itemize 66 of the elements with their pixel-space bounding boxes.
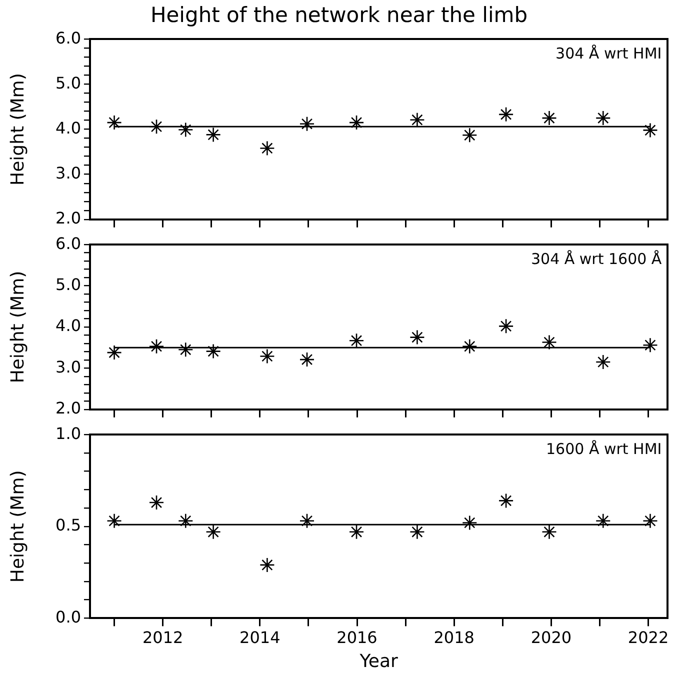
point: [542, 524, 557, 540]
point: [498, 493, 514, 508]
point: [148, 494, 164, 510]
y-tick-label: 0.0: [56, 607, 81, 626]
point: [299, 513, 315, 529]
point: [299, 116, 315, 132]
point: [260, 348, 275, 364]
point: [462, 338, 478, 354]
point: [462, 128, 478, 143]
point: [498, 106, 514, 122]
point: [595, 513, 611, 529]
point: [299, 352, 315, 368]
point: [542, 110, 557, 126]
point: [178, 342, 194, 358]
point: [178, 122, 194, 138]
point: [410, 330, 425, 345]
point: [206, 524, 221, 540]
point: [498, 318, 514, 334]
x-tick-label: 2022: [628, 628, 669, 647]
annotation: 304 Å wrt HMI: [556, 44, 662, 63]
point: [260, 140, 275, 156]
point: [260, 557, 275, 573]
point: [642, 513, 658, 529]
point: [462, 515, 478, 530]
y-axis-title: Height (Mm): [7, 270, 28, 384]
y-tick-label: 1.0: [56, 424, 81, 443]
y-tick-label: 6.0: [56, 28, 81, 48]
point: [348, 114, 364, 130]
x-axis-title: Year: [358, 650, 399, 672]
point: [106, 344, 122, 360]
point: [148, 338, 164, 354]
y-tick-label: 6.0: [56, 234, 81, 253]
y-axis-title: Height (Mm): [7, 470, 28, 583]
y-axis-title: Height (Mm): [7, 73, 28, 186]
x-tick-label: 2016: [336, 628, 378, 647]
point: [348, 332, 364, 348]
point: [206, 127, 221, 142]
point: [642, 122, 658, 138]
y-tick-label: 5.0: [56, 274, 81, 294]
y-tick-label: 2.0: [56, 398, 81, 418]
point: [595, 110, 611, 126]
point: [595, 354, 611, 370]
y-tick-label: 0.5: [56, 516, 81, 535]
annotation: 1600 Å wrt HMI: [546, 440, 662, 458]
point: [410, 524, 425, 540]
x-tick-label: 2018: [434, 628, 474, 647]
point: [178, 513, 194, 529]
point: [206, 344, 221, 359]
y-tick-label: 2.0: [56, 208, 81, 228]
point: [410, 112, 425, 128]
y-tick-label: 4.0: [56, 316, 81, 336]
y-tick-label: 4.0: [56, 118, 81, 138]
x-tick-label: 2012: [142, 628, 184, 647]
annotation: 304 Å wrt 1600 Å: [530, 250, 662, 268]
point: [106, 114, 122, 130]
point: [542, 334, 557, 350]
point: [642, 337, 658, 353]
y-tick-label: 5.0: [56, 73, 81, 92]
x-tick-label: 2020: [530, 628, 572, 647]
point: [106, 513, 122, 529]
y-tick-label: 3.0: [56, 164, 81, 183]
point: [148, 118, 164, 134]
chart-title: Height of the network near the limb: [150, 3, 528, 28]
point: [348, 524, 364, 540]
x-tick-label: 2014: [240, 628, 280, 647]
y-tick-label: 3.0: [56, 357, 81, 376]
